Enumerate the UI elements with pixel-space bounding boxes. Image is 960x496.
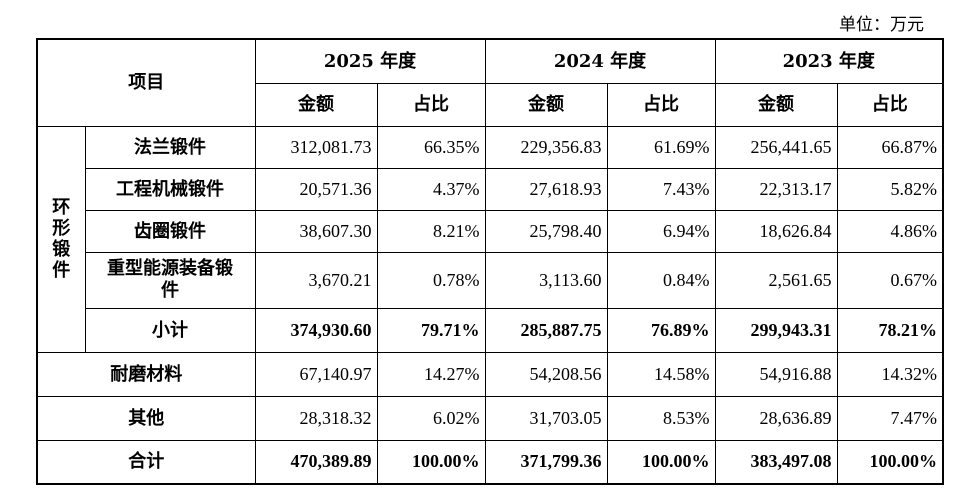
revenue-table: 项目 2025 年度 2024 年度 2023 年度 金额 占比 金额 占比 金… (36, 38, 944, 485)
header-item: 项目 (36, 38, 256, 127)
cell-value: 38,607.30 (254, 209, 378, 253)
table-row: 齿圈锻件 38,607.30 8.21% 25,798.40 6.94% 18,… (37, 209, 944, 253)
table-row: 环 形 锻 件 法兰锻件 312,081.73 66.35% 229,356.8… (36, 125, 944, 353)
header-ratio: 占比 (836, 82, 944, 127)
cell-value: 100.00% (836, 439, 944, 485)
row-label: 工程机械锻件 (84, 167, 256, 211)
cell-value: 22,313.17 (714, 167, 838, 211)
cell-value: 312,081.73 (254, 125, 378, 169)
header-ratio: 占比 (376, 82, 486, 127)
cell-value: 18,626.84 (714, 209, 838, 253)
cell-value: 256,441.65 (714, 125, 838, 169)
cell-value: 20,571.36 (254, 167, 378, 211)
row-label: 小计 (84, 307, 256, 353)
cell-value: 7.47% (836, 395, 944, 441)
cell-value: 8.53% (606, 395, 716, 441)
row-label: 齿圈锻件 (84, 209, 256, 253)
subtotal-row: 小计 374,930.60 79.71% 285,887.75 76.89% 2… (37, 307, 944, 353)
cell-value: 66.87% (836, 125, 944, 169)
group-label-ring-forgings: 环 形 锻 件 (36, 125, 86, 353)
cell-value: 31,703.05 (484, 395, 608, 441)
cell-value: 0.84% (606, 251, 716, 309)
cell-value: 14.32% (836, 351, 944, 397)
header-amount: 金额 (484, 82, 608, 127)
header-year-2024: 2024 年度 (484, 38, 716, 84)
cell-value: 470,389.89 (254, 439, 378, 485)
cell-value: 299,943.31 (714, 307, 838, 353)
cell-value: 79.71% (376, 307, 486, 353)
cell-value: 6.02% (376, 395, 486, 441)
header-year-2023: 2023 年度 (714, 38, 944, 84)
total-row: 合计 470,389.89 100.00% 371,799.36 100.00%… (36, 439, 944, 485)
cell-value: 25,798.40 (484, 209, 608, 253)
header-amount: 金额 (714, 82, 838, 127)
table-row: 工程机械锻件 20,571.36 4.37% 27,618.93 7.43% 2… (37, 167, 944, 211)
cell-value: 14.58% (606, 351, 716, 397)
cell-value: 54,916.88 (714, 351, 838, 397)
cell-value: 383,497.08 (714, 439, 838, 485)
unit-label: 单位：万元 (839, 15, 924, 35)
cell-value: 14.27% (376, 351, 486, 397)
cell-value: 4.37% (376, 167, 486, 211)
cell-value: 27,618.93 (484, 167, 608, 211)
cell-value: 8.21% (376, 209, 486, 253)
cell-value: 3,113.60 (484, 251, 608, 309)
cell-value: 28,636.89 (714, 395, 838, 441)
cell-value: 3,670.21 (254, 251, 378, 309)
header-amount: 金额 (254, 82, 378, 127)
cell-value: 6.94% (606, 209, 716, 253)
cell-value: 76.89% (606, 307, 716, 353)
row-label: 重型能源装备锻件 (84, 251, 256, 309)
table-row: 耐磨材料 67,140.97 14.27% 54,208.56 14.58% 5… (36, 351, 944, 397)
cell-value: 0.78% (376, 251, 486, 309)
cell-value: 285,887.75 (484, 307, 608, 353)
cell-value: 374,930.60 (254, 307, 378, 353)
header-ratio: 占比 (606, 82, 716, 127)
row-label: 耐磨材料 (36, 351, 256, 397)
row-label: 其他 (36, 395, 256, 441)
cell-value: 7.43% (606, 167, 716, 211)
cell-value: 100.00% (376, 439, 486, 485)
row-label: 合计 (36, 439, 256, 485)
cell-value: 54,208.56 (484, 351, 608, 397)
group-label-text: 环 形 锻 件 (52, 197, 71, 281)
cell-value: 0.67% (836, 251, 944, 309)
cell-value: 61.69% (606, 125, 716, 169)
cell-value: 67,140.97 (254, 351, 378, 397)
header-year-2025: 2025 年度 (254, 38, 486, 84)
cell-value: 229,356.83 (484, 125, 608, 169)
cell-value: 2,561.65 (714, 251, 838, 309)
row-label: 法兰锻件 (84, 125, 256, 169)
cell-value: 4.86% (836, 209, 944, 253)
cell-value: 5.82% (836, 167, 944, 211)
cell-value: 66.35% (376, 125, 486, 169)
cell-value: 100.00% (606, 439, 716, 485)
table-row: 重型能源装备锻件 3,670.21 0.78% 3,113.60 0.84% 2… (37, 251, 944, 309)
cell-value: 78.21% (836, 307, 944, 353)
cell-value: 28,318.32 (254, 395, 378, 441)
cell-value: 371,799.36 (484, 439, 608, 485)
table-row: 其他 28,318.32 6.02% 31,703.05 8.53% 28,63… (36, 395, 944, 441)
